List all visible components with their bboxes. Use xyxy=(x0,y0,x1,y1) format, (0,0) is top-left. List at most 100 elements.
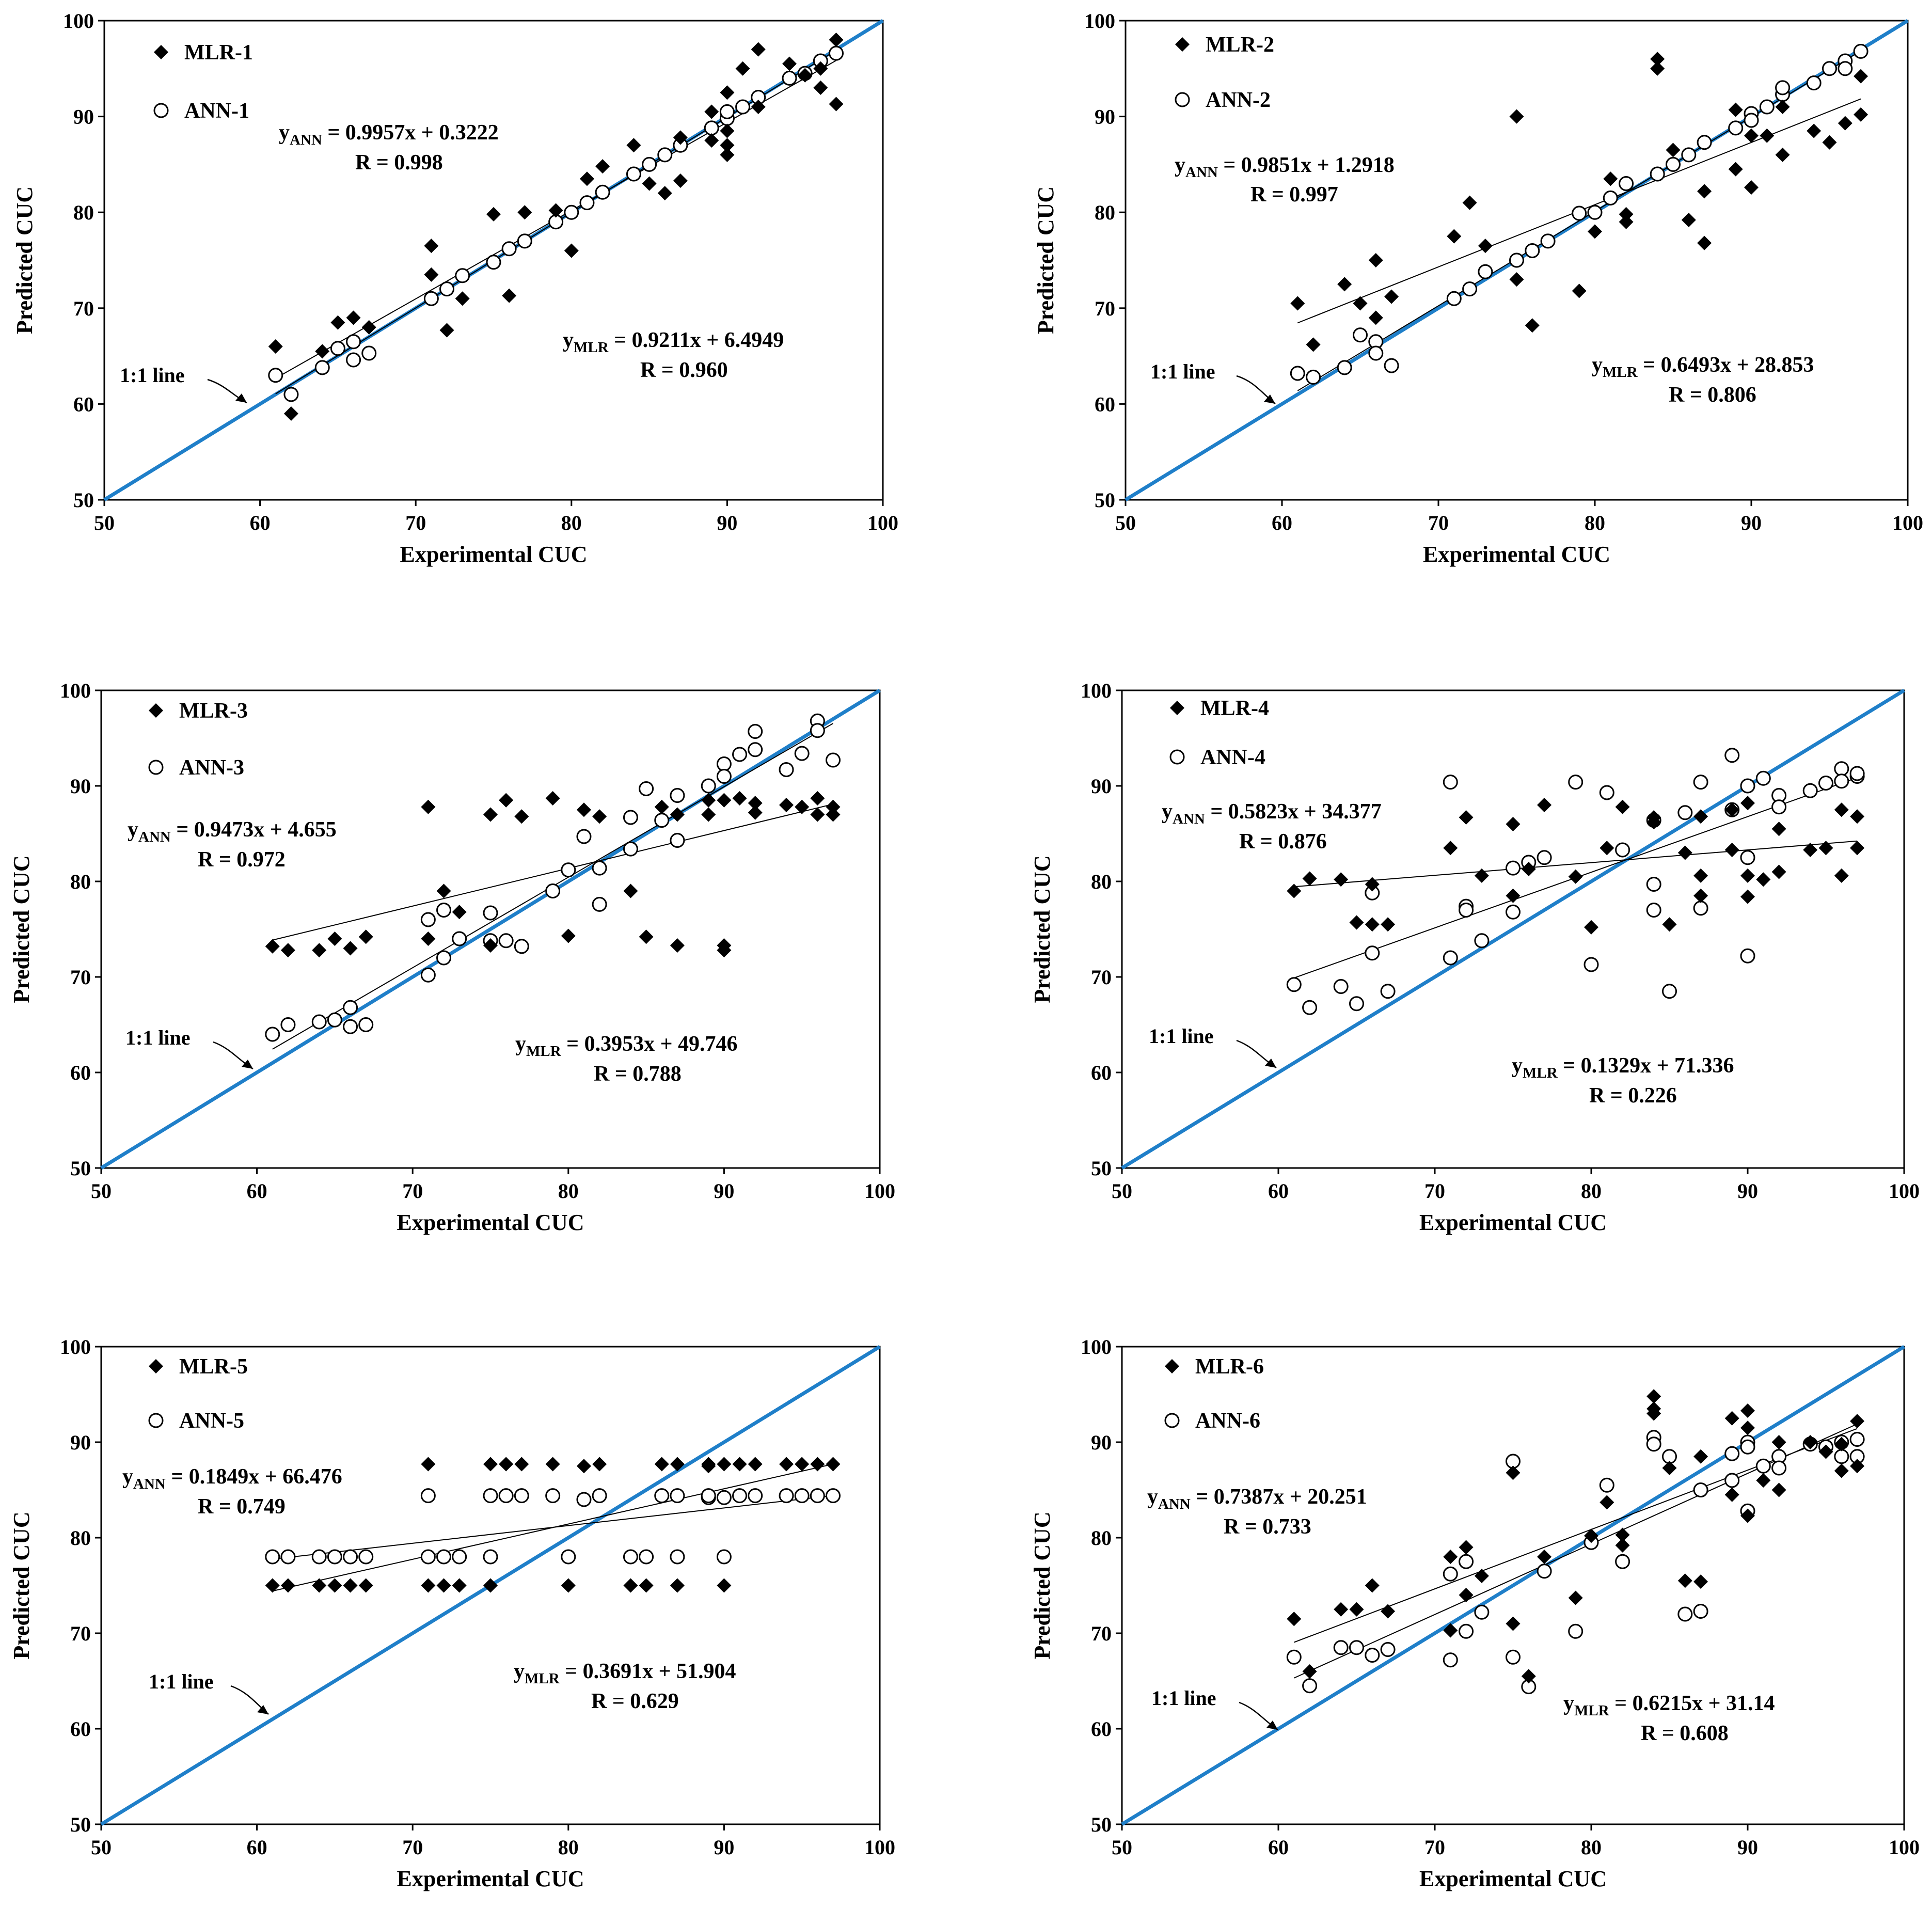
ann-point xyxy=(346,334,361,350)
legend-diamond-icon xyxy=(154,45,168,59)
mlr-point xyxy=(436,883,451,898)
mlr-point xyxy=(1509,272,1524,287)
mlr-point xyxy=(1724,842,1739,857)
mlr-point xyxy=(1834,1437,1849,1451)
x-axis-label: Experimental CUC xyxy=(397,1210,584,1235)
ann-point xyxy=(1509,252,1524,268)
mlr-point xyxy=(717,793,732,808)
mlr-point xyxy=(1693,868,1708,883)
ann-point xyxy=(716,756,732,771)
mlr-point xyxy=(514,1457,529,1472)
mlr-point xyxy=(657,186,672,201)
ann-point xyxy=(1677,1606,1693,1622)
mlr-point xyxy=(826,807,841,822)
ann-point xyxy=(452,1549,467,1565)
ann-point xyxy=(1537,850,1552,865)
mlr-point xyxy=(720,85,735,100)
mlr-point xyxy=(499,793,514,808)
mlr-point xyxy=(561,928,576,943)
ann-point xyxy=(1506,904,1521,920)
mlr-point xyxy=(1365,1578,1380,1593)
mlr-point xyxy=(1525,318,1540,333)
ann-point xyxy=(1744,113,1759,128)
ann-point xyxy=(1568,1623,1583,1639)
ann-point xyxy=(311,1549,327,1565)
mlr-point xyxy=(654,799,669,814)
mlr-point xyxy=(1850,1414,1865,1429)
mlr-point xyxy=(1365,917,1380,932)
ann-point xyxy=(1459,903,1474,918)
ann-point xyxy=(561,1549,576,1565)
legend-diamond-icon xyxy=(149,703,163,718)
ann-point xyxy=(343,1000,358,1015)
ann-point xyxy=(483,905,498,921)
mlr-point xyxy=(720,123,735,138)
ann-point xyxy=(1838,61,1853,76)
one-to-one-label: 1:1 line xyxy=(120,364,185,387)
y-tick-label: 50 xyxy=(70,1813,91,1836)
ann-point xyxy=(283,387,299,402)
ann-point xyxy=(748,1488,763,1504)
ann-point xyxy=(1290,366,1305,381)
ann-r-value: R = 0.876 xyxy=(1239,830,1327,854)
ann-point xyxy=(1506,1649,1521,1665)
mlr-point xyxy=(452,905,467,920)
panel-5: 50 60 70 80 90 100 50 60 70 80 90 100 Experimental C… xyxy=(9,1335,895,1891)
panel-6: 50 60 70 80 90 100 50 60 70 80 90 100 Experimental C… xyxy=(1030,1335,1920,1891)
ann-r-value: R = 0.733 xyxy=(1224,1515,1311,1539)
ann-point xyxy=(1478,264,1493,279)
ann-point xyxy=(1337,360,1352,375)
mlr-point xyxy=(424,239,439,254)
ann-point xyxy=(420,967,436,983)
mlr-point xyxy=(1646,1406,1661,1421)
mlr-point xyxy=(514,809,529,824)
one-to-one-line xyxy=(1121,689,1905,1170)
plot-frame xyxy=(100,689,881,1169)
mlr-point xyxy=(452,1578,467,1593)
ann-point xyxy=(486,255,501,270)
arrowhead-icon xyxy=(257,1705,268,1714)
mlr-point xyxy=(1447,229,1462,244)
ann-point xyxy=(1537,1564,1552,1579)
ann-point xyxy=(735,99,751,115)
mlr-point xyxy=(826,1457,841,1472)
mlr-equation: yMLR = 0.1329x + 71.336 xyxy=(1512,1054,1734,1081)
mlr-point xyxy=(1334,1602,1349,1617)
mlr-point xyxy=(1803,1435,1818,1449)
x-tick-label: 70 xyxy=(402,1179,423,1203)
mlr-point xyxy=(626,138,641,153)
x-tick-label: 70 xyxy=(1428,511,1449,534)
mlr-point xyxy=(315,344,330,359)
ann-point xyxy=(1771,1460,1787,1476)
mlr-point xyxy=(1838,116,1852,131)
ann-point xyxy=(1724,748,1740,763)
mlr-point xyxy=(673,173,688,188)
ann-point xyxy=(670,788,685,803)
ann-point xyxy=(1599,785,1614,800)
x-tick-label: 100 xyxy=(864,1836,895,1859)
plot-frame xyxy=(1121,1346,1905,1825)
ann-point xyxy=(517,233,532,249)
mlr-point xyxy=(1509,109,1524,124)
ann-point xyxy=(1693,1603,1708,1619)
mlr-point xyxy=(576,802,591,817)
y-tick-label: 60 xyxy=(1095,392,1115,416)
ann-point xyxy=(1572,206,1587,221)
mlr-point xyxy=(343,1578,358,1593)
ann-point xyxy=(1693,775,1708,790)
mlr-point xyxy=(642,176,657,191)
mlr-point xyxy=(1650,52,1665,67)
mlr-point xyxy=(595,159,610,174)
mlr-point xyxy=(1368,253,1383,267)
legend-circle-icon xyxy=(153,103,169,118)
mlr-point xyxy=(1807,123,1822,138)
ann-point xyxy=(311,1014,327,1030)
ann-point xyxy=(1615,1554,1630,1569)
mlr-point xyxy=(1302,1664,1317,1679)
legend-ann-label: ANN-3 xyxy=(179,756,244,780)
ann-point xyxy=(732,747,748,762)
one-to-one-label: 1:1 line xyxy=(1149,1024,1214,1048)
mlr-point xyxy=(1740,868,1755,883)
mlr-point xyxy=(1818,1444,1833,1459)
ann-point xyxy=(1443,775,1458,790)
